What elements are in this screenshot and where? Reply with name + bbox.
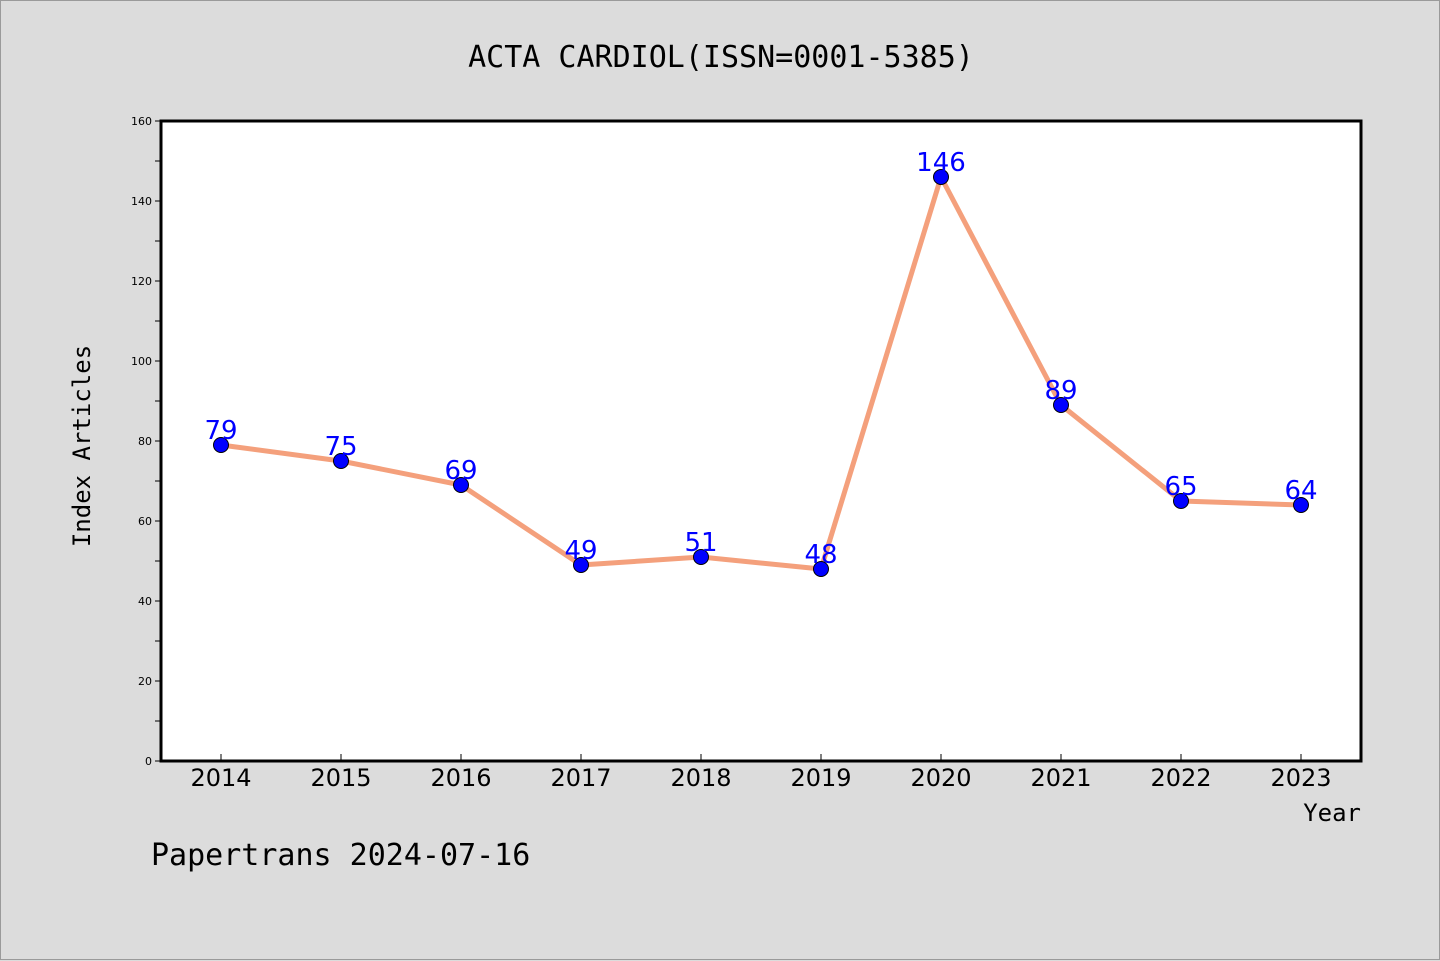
data-label: 69 — [444, 456, 477, 486]
x-tick-label: 2018 — [670, 764, 731, 792]
data-point — [573, 557, 589, 573]
data-point — [933, 169, 949, 185]
y-tick-label: 100 — [131, 355, 152, 368]
data-label: 89 — [1044, 376, 1077, 406]
data-label: 51 — [684, 528, 717, 558]
x-tick-label: 2014 — [190, 764, 251, 792]
x-tick-label: 2016 — [430, 764, 491, 792]
x-tick-label: 2019 — [790, 764, 851, 792]
y-tick-label: 60 — [138, 515, 152, 528]
x-tick-label: 2017 — [550, 764, 611, 792]
series-line — [218, 174, 1304, 572]
plot-border — [159, 119, 1363, 763]
plot-area — [161, 121, 1361, 761]
data-label: 75 — [324, 432, 357, 462]
markers-group — [213, 169, 1309, 577]
data-label: 65 — [1164, 472, 1197, 502]
chart-title: ACTA CARDIOL(ISSN=0001-5385) — [468, 40, 974, 75]
x-tick-label: 2021 — [1030, 764, 1091, 792]
axis-ticks: 0 20 40 60 80 100 120 140 160 2014 2015 2016 2017 201… — [131, 115, 1332, 792]
y-tick-label: 120 — [131, 275, 152, 288]
data-point — [333, 453, 349, 469]
data-point — [1293, 497, 1309, 513]
data-point — [213, 437, 229, 453]
y-tick-label: 160 — [131, 115, 152, 128]
y-tick-label: 40 — [138, 595, 152, 608]
data-label: 79 — [204, 416, 237, 446]
series-line-group — [218, 174, 1304, 572]
footer-text: Papertrans 2024-07-16 — [151, 838, 530, 873]
data-point — [453, 477, 469, 493]
data-label: 64 — [1284, 476, 1317, 506]
x-tick-label: 2022 — [1150, 764, 1211, 792]
x-tick-label: 2020 — [910, 764, 971, 792]
data-label: 146 — [916, 148, 966, 178]
data-point — [693, 549, 709, 565]
y-tick-label: 0 — [145, 755, 152, 768]
data-point — [1053, 397, 1069, 413]
y-tick-label: 80 — [138, 435, 152, 448]
y-tick-label: 20 — [138, 675, 152, 688]
data-label: 48 — [804, 540, 837, 570]
y-tick-label: 140 — [131, 195, 152, 208]
data-point — [813, 561, 829, 577]
x-tick-label: 2015 — [310, 764, 371, 792]
data-point — [1173, 493, 1189, 509]
x-axis-label: Year — [1303, 799, 1361, 827]
x-tick-label: 2023 — [1270, 764, 1331, 792]
data-labels-group: 79 75 69 49 51 48 146 89 65 64 — [204, 148, 1317, 570]
y-axis-label: Index Articles — [68, 345, 96, 547]
data-label: 49 — [564, 536, 597, 566]
